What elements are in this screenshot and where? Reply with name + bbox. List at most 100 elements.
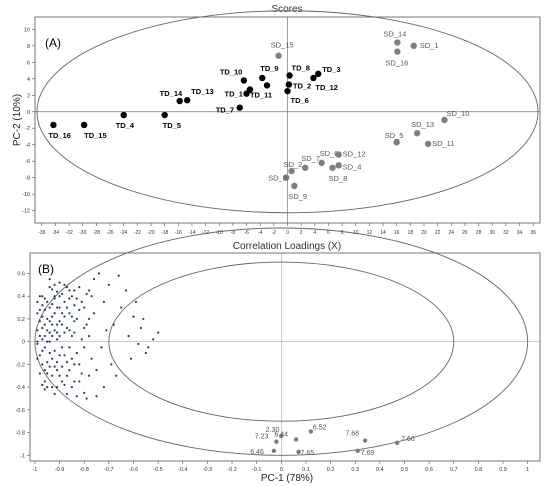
panel-b-y-tick-label: -0.6: [16, 408, 25, 414]
panel-b-cluster-point: [46, 372, 49, 375]
panel-b-x-tick-label: 0.5: [401, 467, 409, 473]
panel-a-point: [183, 97, 191, 104]
panel-b-cluster-point: [102, 386, 106, 389]
panel-b-cluster-point: [41, 315, 44, 318]
panel-b-point-label: 6.46: [250, 449, 264, 456]
panel-b-y-ticks: 0.6 0.4 0.2 0 -0.2 -0.4 -0.6 -0.8 -1: [16, 271, 30, 459]
panel-b-cluster-point: [56, 368, 59, 372]
panel-a-y-ticks: 10 8 6 4 2 0 -2 -4 -6 -8 -10 -12: [22, 27, 35, 215]
panel-b-cluster-point: [36, 357, 39, 360]
panel-a-point: [394, 48, 401, 55]
panel-b-cluster-point: [70, 334, 73, 338]
panel-b-labeled-points: 2.30 6.52 7.23 6.44 7.68 7.66 6.46 7.65 7.69: [250, 424, 415, 456]
panel-b-cluster-point: [38, 320, 41, 323]
panel-a-point-label: TD_15: [84, 131, 107, 140]
panel-b-cluster-point: [41, 349, 44, 352]
panel-a-x-ticks: -36 -34 -32 -30 -28 -26 -24 -22 -20 -18 -16 -14 -12-…: [38, 223, 536, 236]
panel-b-labeled-point: [271, 448, 277, 453]
panel-b-x-tick-label: -0.7: [104, 467, 113, 473]
panel-b-cluster-point: [48, 285, 51, 289]
panel-a-point: [288, 167, 295, 175]
panel-a-point: [393, 139, 400, 146]
panel-a-point: [275, 52, 282, 59]
panel-b-cluster-point: [134, 300, 138, 303]
panel-b-cluster-point: [60, 323, 64, 326]
panel-b-cluster-point: [70, 295, 73, 298]
panel-b-cluster-point: [65, 285, 69, 289]
panel-a-point: [286, 72, 293, 79]
panel-b-cluster-point: [41, 304, 44, 307]
panel-a-point: [259, 74, 266, 82]
panel-b-cluster-point: [53, 349, 56, 352]
panel-a-point: [120, 111, 127, 119]
panel-b-x-tick-label: -0.2: [227, 467, 236, 473]
panel-a-point: [302, 164, 309, 171]
panel-a-x-tick-label: -22: [134, 230, 141, 236]
panel-b-cluster-point: [73, 320, 76, 323]
panel-b-cluster-point: [48, 278, 51, 281]
panel-b-cluster-point: [43, 334, 46, 338]
panel-a-point-label: TD_2: [293, 82, 311, 91]
panel-a-x-tick-label: -24: [120, 230, 127, 236]
panel-b-cluster-point: [63, 383, 66, 386]
panel-b-cluster-point: [73, 331, 76, 334]
panel-b-cluster-point: [51, 303, 54, 306]
panel-b-cluster-point: [68, 289, 71, 292]
panel-b-x-tick-label: 1: [526, 467, 529, 473]
panel-b-cluster-point: [78, 285, 81, 289]
panel-a-point: [291, 182, 298, 190]
panel-a-y-tick-label: -2: [25, 126, 30, 132]
panel-b-cluster-point: [68, 346, 71, 349]
panel-b-cluster-point: [142, 317, 145, 321]
panel-a-point-label: TD_10: [220, 67, 243, 76]
panel-b-cluster-point: [92, 278, 96, 281]
panel-a-point: [315, 70, 322, 78]
panel-b-cluster-point: [127, 334, 130, 338]
panel-a-point: [50, 121, 57, 129]
panel-b-y-tick-label: -0.8: [16, 431, 25, 437]
panel-b-cluster-point: [78, 308, 81, 311]
panel-b-cluster-point: [43, 388, 46, 391]
panel-a-x-tick-label: -10: [216, 230, 223, 236]
panel-b-cluster-point: [75, 297, 78, 300]
panel-a-point-label: TD_4: [116, 121, 135, 130]
panel-b-x-tick-label: -0.1: [252, 467, 261, 473]
panel-b-cluster-point: [65, 306, 69, 309]
panel-a-point-label: TD_1: [225, 90, 243, 99]
panel-b-cluster-point: [65, 361, 69, 364]
panel-b-point-label: 7.69: [361, 450, 375, 457]
panel-b-cluster-point: [53, 365, 56, 368]
panel-a-x-tick-label: -30: [79, 230, 86, 236]
panel-b-cluster-point: [147, 346, 150, 349]
panel-b-cluster-point: [43, 323, 46, 326]
panel-b-cluster-point: [78, 363, 81, 366]
panel-b-cluster-point: [78, 380, 81, 383]
panel-b-cluster-point: [73, 304, 76, 307]
panel-a-point: [329, 164, 336, 171]
panel-a-x-tick-label: 12: [367, 230, 373, 236]
panel-b-cluster-point: [53, 295, 56, 298]
panel-b-cluster-points: [36, 272, 160, 400]
panel-a-x-tick-label: 0: [286, 230, 289, 236]
panel-b-point-label: 7.66: [401, 436, 415, 443]
panel-a-confidence-ellipse: [36, 10, 539, 214]
panel-b-cluster-point: [88, 374, 91, 377]
panel-a-y-tick-label: -6: [25, 159, 30, 165]
panel-b-cluster-point: [58, 374, 61, 377]
panel-b-x-tick-label: -0.9: [55, 467, 64, 473]
panel-b-cluster-point: [120, 306, 123, 309]
panel-a-point-label: TD_12: [315, 83, 338, 92]
panel-a-point-label: SD_6: [320, 149, 339, 158]
panel-b-x-tick-label: 0.6: [425, 467, 433, 473]
panel-b-cluster-point: [38, 295, 41, 298]
panel-a-point: [284, 87, 291, 95]
panel-b-cluster-point: [90, 357, 93, 360]
panel-b-cluster-point: [85, 323, 88, 326]
panel-a-y-tick-label: 8: [27, 44, 30, 50]
panel-b-cluster-point: [129, 357, 133, 360]
panel-a-y-tick-label: -8: [25, 176, 30, 182]
panel-a-x-tick-label: -16: [175, 230, 182, 236]
panel-b-cluster-point: [85, 292, 88, 296]
panel-b-cluster-point: [51, 357, 54, 360]
panel-b-y-tick-label: -1: [20, 453, 25, 459]
